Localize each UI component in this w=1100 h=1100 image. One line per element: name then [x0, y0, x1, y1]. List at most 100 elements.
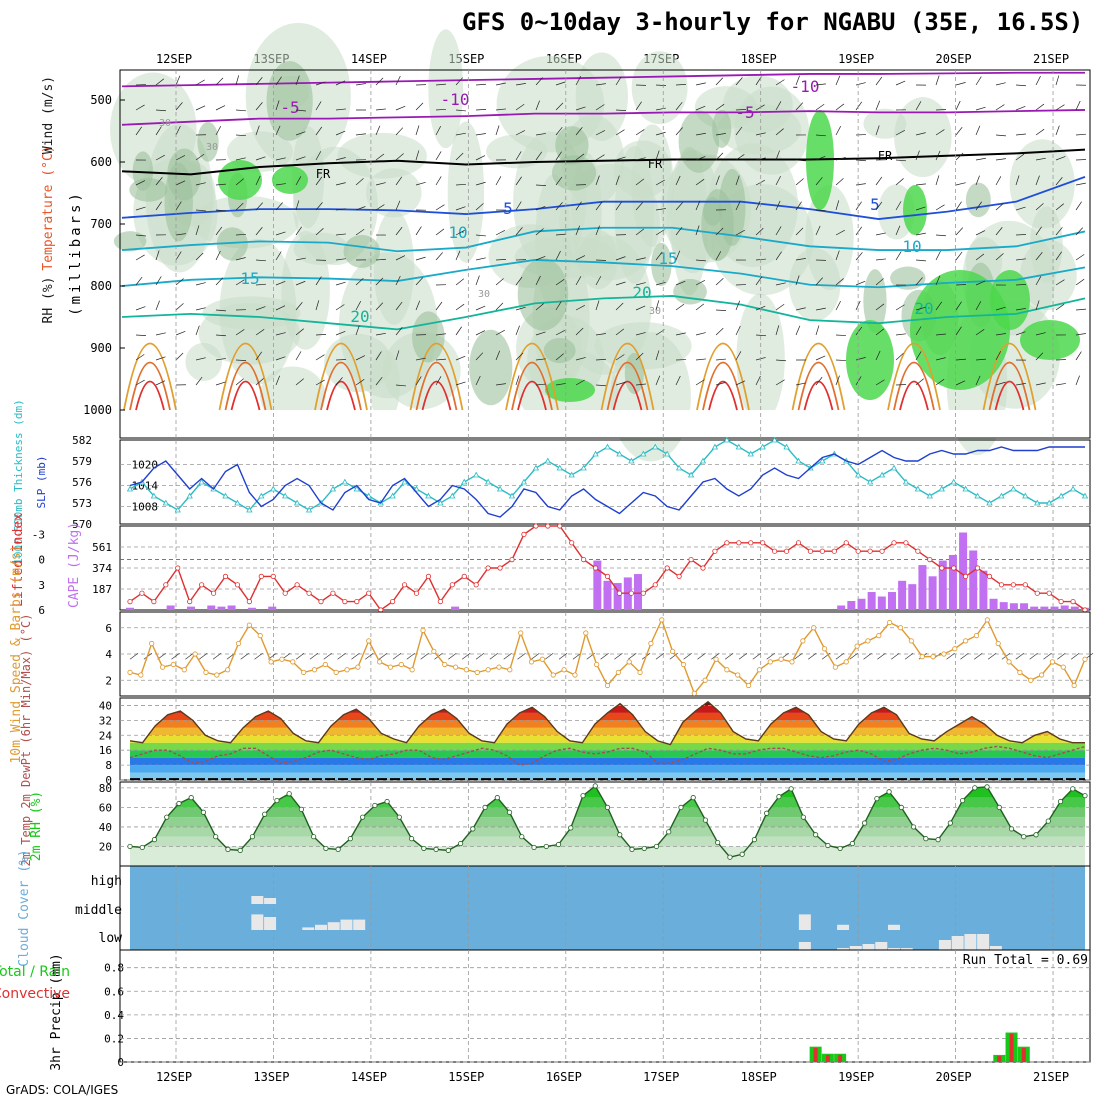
surface-wind-barb [877, 652, 886, 660]
surface-wind-barb [323, 652, 332, 660]
rh-line-point [335, 846, 341, 852]
thickness-line-point [711, 443, 719, 450]
li-line-point [139, 590, 145, 596]
rh-line-point [445, 847, 451, 853]
cape-bar [857, 598, 866, 610]
temp-tick-label: 8 [105, 759, 112, 772]
thickness-line-point [437, 499, 444, 506]
wind-barb [895, 80, 906, 86]
wind-barb [955, 326, 962, 336]
li-line-point [807, 548, 814, 554]
wind-barb [995, 227, 1003, 236]
surface-isotherm [982, 342, 1037, 411]
rh-shade-light [259, 366, 326, 425]
wind-barb [855, 326, 863, 336]
wind-barb [355, 206, 366, 211]
wind-barb [695, 105, 706, 111]
wind-barb [795, 275, 800, 286]
rh-shade-mid [197, 121, 219, 162]
rh-band [130, 836, 1085, 847]
cloud-bar-low [964, 934, 977, 950]
wind-barb [1075, 182, 1086, 186]
surface-wind-barb [365, 652, 374, 660]
wind-barb [955, 251, 963, 261]
wind-barb [435, 126, 441, 136]
wind-barb [435, 333, 446, 336]
cape-bar [969, 550, 978, 610]
thickness-line-point [520, 478, 528, 485]
wind-barb [695, 358, 706, 361]
wind-barb [1055, 359, 1067, 361]
wind-barb [275, 202, 283, 211]
cloud-bar-low [798, 942, 811, 950]
wind-barb [895, 130, 906, 136]
rh-line-point [702, 817, 709, 823]
wind-barb [535, 100, 540, 111]
rh-line-point [690, 795, 696, 801]
wind-barb [675, 250, 681, 261]
wind-barb [495, 230, 506, 236]
wind-barb [295, 351, 302, 361]
thickness-line-point [484, 478, 492, 485]
surface-isotherm [129, 361, 171, 411]
wind-barb [335, 130, 346, 136]
cape-bar [451, 606, 460, 610]
wind-barb [215, 126, 222, 136]
wind-barb [195, 225, 200, 236]
pressure-tick-label: 700 [90, 217, 112, 231]
wind-barb [635, 228, 645, 236]
rh-tick-label: 80 [99, 782, 112, 795]
wind-barb [1055, 303, 1065, 311]
wind-barb [575, 76, 582, 86]
wind-barb [775, 101, 782, 111]
rh-line-point [984, 784, 990, 790]
li-axis-label: Lifted Index [11, 513, 26, 607]
rh-line-point [347, 836, 353, 842]
wind-speed-line-point [1049, 659, 1056, 665]
thickness-line-point [1034, 499, 1041, 506]
contour-label: 30 [478, 289, 490, 300]
wind-barb [275, 231, 286, 236]
wind-barb [215, 250, 221, 261]
wind-barb [655, 131, 666, 136]
slp-line [129, 446, 1085, 518]
li-line-point [1010, 582, 1016, 588]
wind-speed-line-point [138, 672, 144, 678]
li-tick-label: -3 [32, 528, 45, 541]
bottom-date-label: 13SEP [253, 1070, 289, 1084]
isotherm-FR [121, 148, 1086, 176]
rh-shade-mid [113, 231, 147, 252]
wind-barb [195, 79, 205, 86]
wind-barb [835, 334, 847, 336]
wind-barb [655, 179, 665, 186]
wind-barb [175, 201, 182, 211]
surface-wind-barb [475, 652, 485, 660]
rh-shade-light [1009, 139, 1075, 229]
precip-tick-label: 0.2 [104, 1032, 124, 1045]
wind-barb [375, 108, 386, 111]
wind-barb [215, 226, 223, 236]
li-line-point [569, 540, 575, 546]
li-line-point [127, 598, 133, 605]
wind-barb [315, 354, 325, 361]
rh-line-point [200, 809, 207, 815]
thickness-line-point [1010, 485, 1017, 492]
wind-barb [815, 83, 826, 86]
wind-barb [315, 276, 322, 286]
wind-barb [815, 376, 823, 386]
rh-line-point [739, 851, 745, 857]
wind-speed-line-point [854, 643, 860, 649]
surface-wind-barb [904, 652, 914, 660]
wind-barb [135, 254, 145, 261]
top-date-label: 19SEP [838, 52, 874, 66]
wind-barb [715, 382, 726, 386]
li-line-point [306, 590, 312, 596]
li-line-point [915, 548, 921, 554]
wind-barb [655, 375, 661, 386]
wind-barb [215, 277, 224, 286]
wind-barb [435, 108, 447, 111]
wind-speed-line-point [832, 664, 838, 670]
surface-wind-barb [531, 652, 540, 660]
wind-barb [795, 325, 801, 336]
